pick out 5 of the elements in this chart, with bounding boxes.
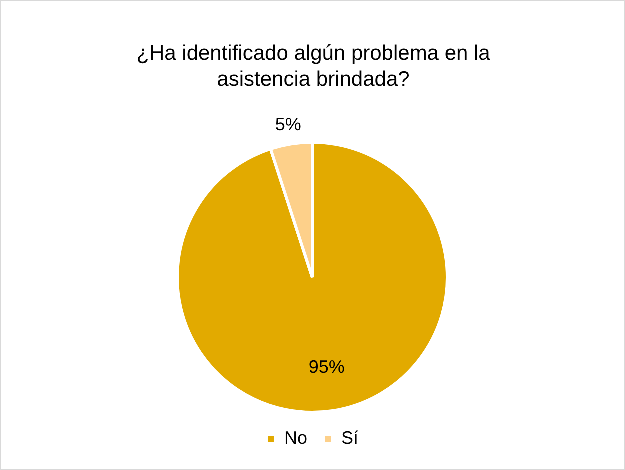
- data-label: 95%: [308, 357, 345, 378]
- data-label: 5%: [275, 114, 302, 134]
- chart-title: ¿Ha identificado algún problema en la asistencia brindada?: [136, 41, 492, 93]
- legend-label: Sí: [342, 428, 359, 448]
- legend-label: No: [284, 428, 308, 448]
